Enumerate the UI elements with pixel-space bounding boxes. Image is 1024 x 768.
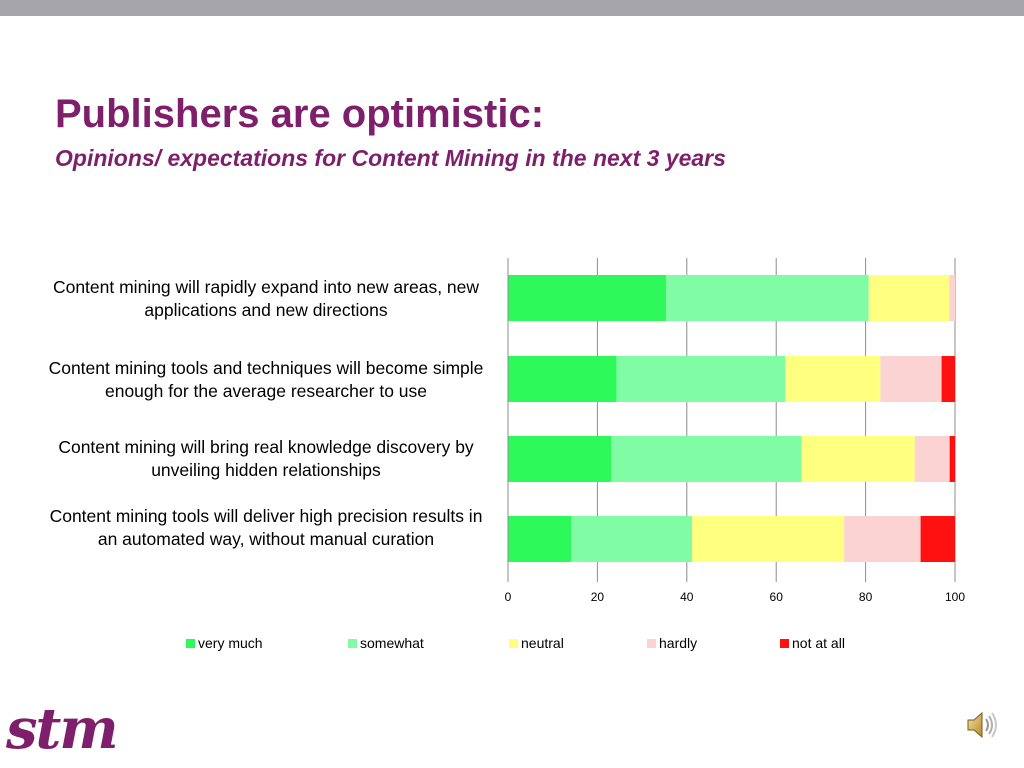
legend-swatch (647, 639, 656, 648)
bar-segment (949, 436, 955, 482)
bar-segment (801, 436, 915, 482)
legend-swatch (348, 639, 357, 648)
x-tick-label: 40 (680, 590, 694, 604)
legend-label: neutral (521, 635, 564, 651)
slide-title: Publishers are optimistic: (55, 92, 545, 136)
bar-segment (571, 516, 693, 562)
bar-segment (611, 436, 802, 482)
bar-segment (920, 516, 955, 562)
category-label: Content mining tools will deliver high p… (49, 506, 483, 549)
bar-segment (616, 356, 786, 402)
x-tick-label: 100 (945, 590, 965, 604)
legend-item: not at all (780, 635, 845, 651)
bar-segment (508, 436, 612, 482)
legend-swatch (186, 639, 195, 648)
legend-item: somewhat (348, 635, 424, 651)
legend-item: hardly (647, 635, 697, 651)
chart-legend: very much somewhat neutral hardly not at… (186, 635, 886, 653)
bar-segment (880, 356, 942, 402)
legend-swatch (780, 639, 789, 648)
legend-swatch (509, 639, 518, 648)
x-tick-label: 0 (505, 590, 512, 604)
legend-item: neutral (509, 635, 564, 651)
bar-segment (868, 275, 950, 321)
stm-logo: stm (6, 696, 119, 762)
bar-segment (844, 516, 921, 562)
x-tick-label: 20 (591, 590, 605, 604)
legend-label: hardly (659, 635, 698, 651)
bar-segment (949, 275, 955, 321)
legend-label: somewhat (360, 635, 424, 651)
category-label: Content mining will rapidly expand into … (52, 277, 480, 320)
x-tick-label: 60 (770, 590, 784, 604)
x-tick-label: 80 (859, 590, 873, 604)
bar-segment (785, 356, 881, 402)
legend-item: very much (186, 635, 263, 651)
legend-label: very much (198, 635, 263, 651)
bar-segment (941, 356, 955, 402)
category-label: Content mining tools and techniques will… (48, 358, 484, 401)
top-bar (0, 0, 1024, 16)
bar-segment (508, 275, 667, 321)
category-label: Content mining will bring real knowledge… (58, 437, 474, 480)
bar-segment (914, 436, 950, 482)
legend-label: not at all (792, 635, 845, 651)
bar-segment (692, 516, 845, 562)
slide-subtitle: Opinions/ expectations for Content Minin… (55, 145, 726, 171)
bar-segment (508, 356, 617, 402)
bar-segment (508, 516, 572, 562)
bar-segment (666, 275, 869, 321)
speaker-icon[interactable] (960, 705, 1000, 745)
